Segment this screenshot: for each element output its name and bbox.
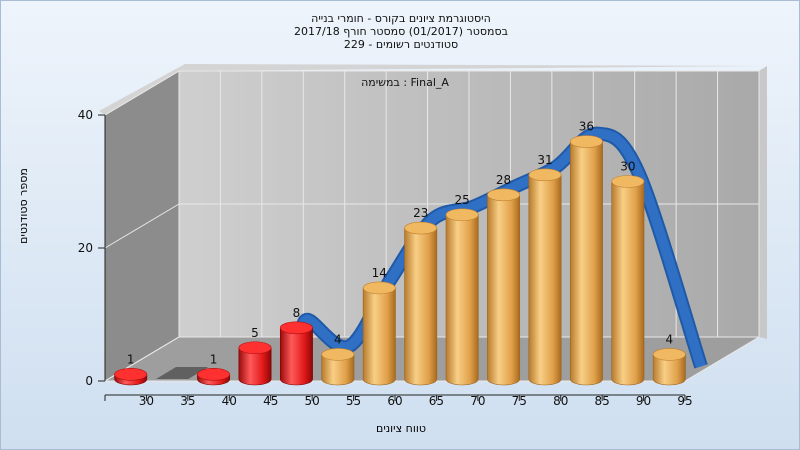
bar-top	[528, 168, 562, 182]
bar-value-label: 4	[665, 332, 673, 346]
y-tick-label: 40	[78, 108, 93, 122]
x-tick-label: 90	[636, 394, 651, 408]
bar-value-label: 23	[413, 206, 428, 220]
trend-curve-layer	[295, 126, 708, 369]
y-gridline-left	[104, 70, 180, 116]
y-tick-label: 20	[78, 241, 93, 255]
trend-curve	[297, 128, 706, 368]
bar-value-label: 28	[496, 173, 511, 187]
bar-body	[611, 181, 645, 386]
bar-65-70	[404, 221, 438, 386]
bar-75-80	[487, 188, 521, 386]
bar-value-label: 31	[537, 153, 552, 167]
x-tick-label: 40	[222, 394, 237, 408]
bar-value-label: 36	[579, 120, 594, 134]
bar-50-55	[279, 321, 313, 386]
bar-value-label: 25	[455, 193, 470, 207]
bar-value-label: 1	[210, 352, 218, 366]
bar-40-45	[197, 368, 231, 386]
bar-value-label: 8	[293, 306, 301, 320]
chart-title-line-3: סטודנטים רשומים - 229	[343, 38, 459, 51]
bar-85-90	[569, 135, 603, 386]
x-tick-label: 70	[470, 394, 485, 408]
bar-top	[569, 135, 603, 148]
bar-top	[114, 368, 148, 381]
bar-body	[652, 354, 686, 386]
bar-top	[404, 221, 438, 235]
x-tick-label: 45	[263, 394, 278, 408]
bar-value-label: 5	[251, 326, 259, 340]
bars-layer	[114, 135, 686, 386]
bar-top	[197, 368, 231, 381]
x-tick-label: 75	[512, 394, 527, 408]
y-tick-label: 0	[85, 374, 93, 388]
bar-body	[279, 327, 313, 386]
bar-body	[238, 347, 272, 386]
x-tick-label: 95	[677, 394, 692, 408]
chart-annotation: במשימה : Final_A	[361, 76, 449, 89]
bar-body	[487, 194, 521, 386]
bar-top	[238, 341, 272, 355]
bar-value-label: 14	[372, 266, 387, 280]
x-tick-label: 55	[346, 394, 361, 408]
bar-45-50	[238, 341, 272, 386]
bar-95-100	[652, 348, 686, 386]
bar-top	[445, 208, 479, 222]
x-tick-label: 30	[139, 394, 154, 408]
chart-title-line-1: היסטוגרמת ציונים בקורס - חומרי בנייה	[311, 12, 491, 25]
x-tick-label: 60	[387, 394, 402, 408]
x-tick-label: 85	[595, 394, 610, 408]
bar-value-label: 30	[620, 160, 635, 174]
bar-value-label: 1	[127, 352, 135, 366]
bar-70-75	[445, 208, 479, 386]
x-axis-title: טווח ציונים	[376, 422, 426, 435]
zero-bar	[155, 367, 209, 379]
right-trim	[759, 66, 767, 339]
x-tick-label: 50	[305, 394, 320, 408]
bar-55-60	[321, 348, 355, 386]
bar-top	[279, 321, 313, 335]
bar-30-35	[114, 368, 148, 386]
y-gridline-left	[104, 203, 180, 249]
bar-top	[611, 175, 645, 188]
bar-60-65	[362, 281, 396, 386]
x-tick-label: 80	[553, 394, 568, 408]
bar-90-95	[611, 175, 645, 386]
bar-top	[652, 348, 686, 361]
bar-body	[321, 354, 355, 386]
bar-body	[445, 214, 479, 386]
x-tick-label: 35	[180, 394, 195, 408]
bar-80-85	[528, 168, 562, 386]
bar-body	[362, 287, 396, 386]
bar-body	[569, 141, 603, 386]
bar-body	[528, 174, 562, 386]
bar-top	[362, 281, 396, 295]
bar-body	[404, 227, 438, 386]
y-axis-title: מספר סטודנטים	[17, 168, 30, 244]
chart-title-line-2: בסמסטר (01/2017) סמסטר חורף 2017/18	[294, 25, 508, 38]
bar-top	[487, 188, 521, 202]
bar-top	[321, 348, 355, 361]
bar-value-label: 4	[334, 332, 342, 346]
x-tick-label: 65	[429, 394, 444, 408]
